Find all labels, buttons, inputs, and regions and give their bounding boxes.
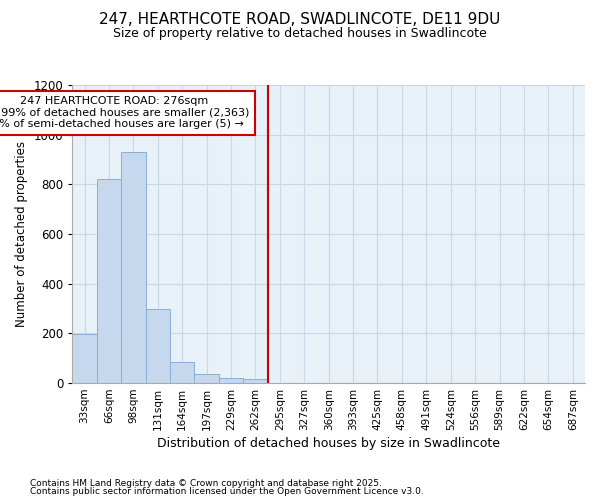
Bar (121, 152, 146, 383)
Bar (219, 378, 243, 383)
Text: Contains public sector information licensed under the Open Government Licence v3: Contains public sector information licen… (30, 487, 424, 496)
Bar (243, 380, 268, 383)
Bar (97, 180, 121, 383)
Text: Size of property relative to detached houses in Swadlincote: Size of property relative to detached ho… (113, 28, 487, 40)
Text: Contains HM Land Registry data © Crown copyright and database right 2025.: Contains HM Land Registry data © Crown c… (30, 478, 382, 488)
Text: 247 HEARTHCOTE ROAD: 276sqm
← >99% of detached houses are smaller (2,363)
<1% of: 247 HEARTHCOTE ROAD: 276sqm ← >99% of de… (0, 96, 249, 130)
Bar (73, 334, 97, 383)
Bar (194, 374, 219, 383)
X-axis label: Distribution of detached houses by size in Swadlincote: Distribution of detached houses by size … (157, 437, 500, 450)
Bar (146, 308, 170, 383)
Text: 247, HEARTHCOTE ROAD, SWADLINCOTE, DE11 9DU: 247, HEARTHCOTE ROAD, SWADLINCOTE, DE11 … (100, 12, 500, 28)
Y-axis label: Number of detached properties: Number of detached properties (15, 141, 28, 327)
Bar (170, 362, 194, 383)
